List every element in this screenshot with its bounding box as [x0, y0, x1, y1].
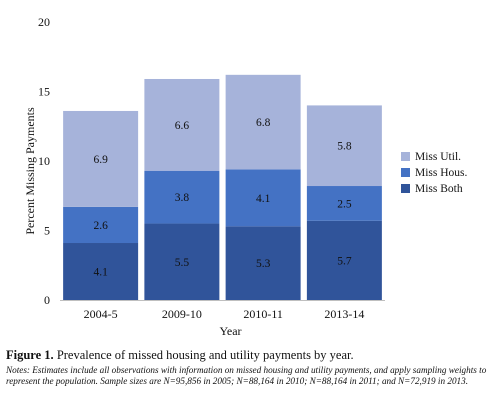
legend: Miss Util. Miss Hous. Miss Both	[401, 151, 468, 195]
y-tick-label: 15	[38, 85, 50, 99]
x-axis-title: Year	[219, 324, 241, 338]
legend-entry: Miss Hous.	[415, 167, 468, 179]
data-label: 4.1	[256, 193, 271, 205]
y-axis: 0 5 10 15 20	[38, 15, 50, 307]
legend-swatch	[401, 168, 410, 177]
legend-swatch	[401, 184, 410, 193]
data-label: 5.3	[256, 258, 271, 270]
x-tick-label: 2013-14	[324, 307, 364, 321]
data-label: 6.6	[175, 120, 190, 132]
bar-segment	[144, 78, 220, 171]
x-tick-label: 2004-5	[84, 307, 118, 321]
legend-entry: Miss Util.	[415, 151, 461, 163]
x-tick-label: 2009-10	[162, 307, 202, 321]
bar-segment	[63, 206, 139, 244]
figure-title: Figure 1. Prevalence of missed housing a…	[6, 348, 496, 363]
y-axis-title: Percent Missing Payments	[23, 107, 37, 235]
bar-segment	[144, 170, 220, 224]
data-label: 5.5	[175, 257, 190, 269]
y-tick-label: 5	[44, 224, 50, 238]
data-label: 5.8	[337, 141, 352, 153]
legend-swatch	[401, 152, 410, 161]
bar-segment	[225, 226, 301, 300]
figure-notes: Notes: Estimates include all observation…	[6, 365, 487, 387]
data-label: 6.8	[256, 117, 271, 129]
bar-segment	[306, 220, 382, 300]
data-label: 4.1	[93, 267, 108, 279]
bar-segment	[225, 169, 301, 227]
bars: 4.1 2.6 6.9 5.5 3.8 6.6 5.3 4.1 6.8 5.7 2.5 5.8	[63, 74, 382, 300]
figure-label: Figure 1.	[6, 348, 54, 362]
bar-segment	[306, 186, 382, 221]
bar-segment	[225, 74, 301, 170]
x-tick-label: 2010-11	[243, 307, 283, 321]
data-label: 5.7	[337, 255, 352, 267]
y-tick-label: 10	[38, 154, 50, 168]
data-label: 2.6	[93, 220, 108, 232]
y-tick-label: 20	[38, 15, 50, 29]
data-label: 6.9	[93, 154, 108, 166]
legend-entry: Miss Both	[415, 183, 463, 195]
figure-caption: Figure 1. Prevalence of missed housing a…	[6, 348, 496, 387]
data-label: 3.8	[175, 192, 190, 204]
bar-segment	[144, 223, 220, 300]
data-label: 2.5	[337, 198, 352, 210]
bar-segment	[63, 110, 139, 207]
y-tick-label: 0	[44, 293, 50, 307]
figure-title-text: Prevalence of missed housing and utility…	[53, 348, 354, 362]
bar-segment	[63, 243, 139, 300]
bar-segment	[306, 105, 382, 187]
stacked-bar-chart: 0 5 10 15 20 2004-5 2009-10 2010-11 2013-14 4.1…	[23, 15, 468, 338]
x-axis: 2004-5 2009-10 2010-11 2013-14	[60, 300, 385, 321]
